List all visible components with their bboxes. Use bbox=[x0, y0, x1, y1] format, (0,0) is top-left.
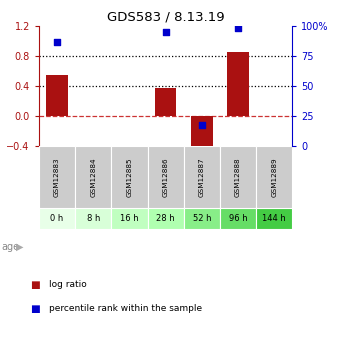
Text: GSM12888: GSM12888 bbox=[235, 157, 241, 197]
Text: GSM12889: GSM12889 bbox=[271, 157, 277, 197]
Point bbox=[54, 39, 60, 44]
Text: GSM12883: GSM12883 bbox=[54, 157, 60, 197]
Text: 52 h: 52 h bbox=[193, 214, 211, 223]
Text: 8 h: 8 h bbox=[87, 214, 100, 223]
Text: age: age bbox=[2, 242, 20, 252]
Bar bbox=[220, 208, 256, 229]
Text: ■: ■ bbox=[30, 304, 40, 314]
Bar bbox=[111, 208, 147, 229]
Text: GSM12884: GSM12884 bbox=[90, 157, 96, 197]
Bar bbox=[191, 116, 213, 150]
Bar bbox=[39, 208, 75, 229]
Point bbox=[163, 29, 168, 34]
Bar bbox=[75, 146, 111, 208]
Point bbox=[199, 122, 204, 127]
Bar bbox=[227, 52, 249, 116]
Bar bbox=[147, 146, 184, 208]
Text: 0 h: 0 h bbox=[50, 214, 64, 223]
Bar bbox=[184, 208, 220, 229]
Text: 96 h: 96 h bbox=[229, 214, 247, 223]
Point bbox=[235, 26, 241, 31]
Bar bbox=[39, 146, 75, 208]
Title: GDS583 / 8.13.19: GDS583 / 8.13.19 bbox=[107, 10, 224, 23]
Text: 28 h: 28 h bbox=[156, 214, 175, 223]
Text: 16 h: 16 h bbox=[120, 214, 139, 223]
Text: ■: ■ bbox=[30, 280, 40, 289]
Text: GSM12886: GSM12886 bbox=[163, 157, 169, 197]
Bar bbox=[256, 208, 292, 229]
Text: log ratio: log ratio bbox=[49, 280, 87, 289]
Text: percentile rank within the sample: percentile rank within the sample bbox=[49, 304, 202, 313]
Bar bbox=[46, 75, 68, 116]
Bar bbox=[111, 146, 147, 208]
Bar bbox=[220, 146, 256, 208]
Text: 144 h: 144 h bbox=[262, 214, 286, 223]
Bar bbox=[155, 88, 176, 116]
Text: ▶: ▶ bbox=[16, 242, 24, 252]
Bar bbox=[147, 208, 184, 229]
Bar bbox=[184, 146, 220, 208]
Bar bbox=[75, 208, 111, 229]
Text: GSM12885: GSM12885 bbox=[126, 157, 132, 197]
Bar bbox=[256, 146, 292, 208]
Text: GSM12887: GSM12887 bbox=[199, 157, 205, 197]
